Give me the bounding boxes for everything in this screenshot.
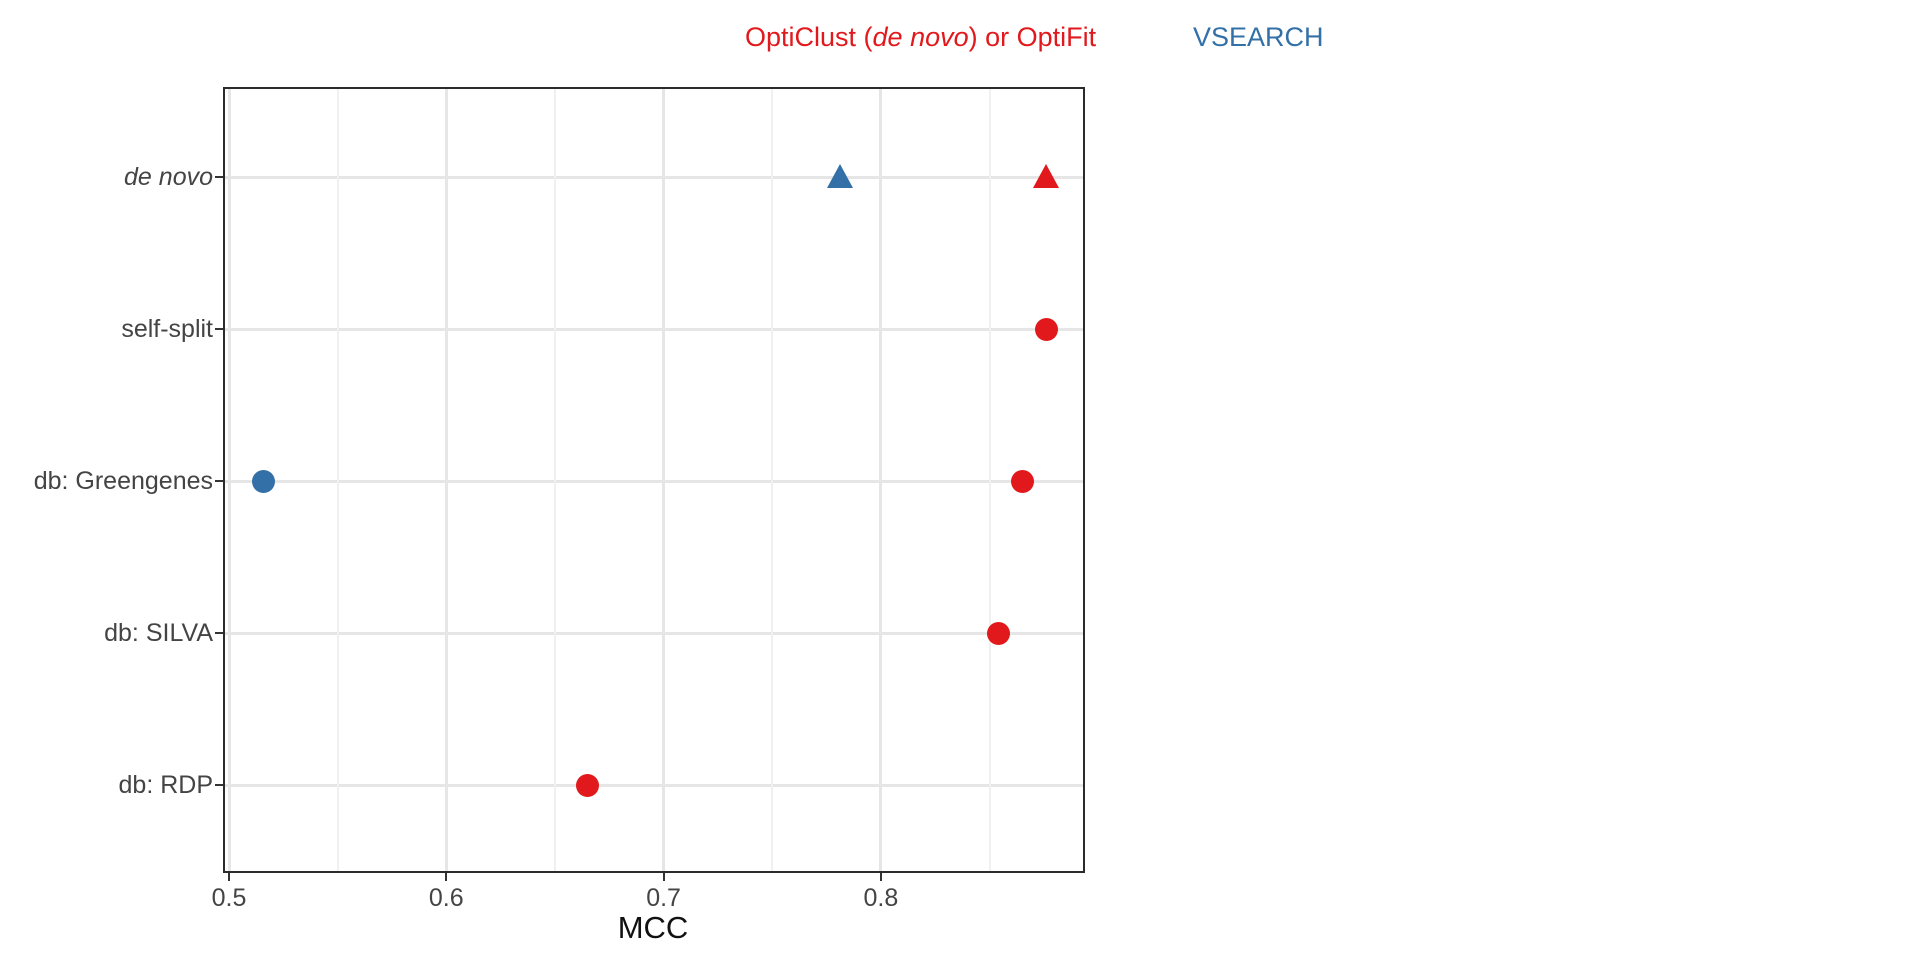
y-category-label: de novo: [124, 163, 213, 191]
y-category-label: db: RDP: [118, 771, 213, 799]
x-tick-mark: [879, 873, 882, 881]
data-point-circle: [1010, 469, 1034, 493]
y-tick-mark: [215, 784, 223, 786]
x-axis-title: MCC: [617, 910, 689, 945]
gridline-x-major: [444, 87, 448, 873]
data-point-circle: [1034, 317, 1058, 341]
gridline-row: [223, 479, 1085, 483]
legend-vsearch-label: VSEARCH: [1193, 22, 1324, 52]
legend-opticlust-label: OptiClust (de novo) or OptiFit: [745, 22, 1096, 53]
x-tick-label: 0.8: [863, 884, 899, 912]
legend-opticlust-italic: de novo: [872, 22, 969, 52]
y-category-label: db: SILVA: [104, 619, 213, 647]
x-tick-mark: [662, 873, 665, 881]
legend-opticlust-prefix: OptiClust (: [745, 22, 873, 52]
plot-panel: [223, 87, 1085, 873]
legend-opticlust-suffix: ) or OptiFit: [968, 22, 1097, 52]
gridline-x-minor: [771, 87, 774, 873]
x-tick-label: 0.6: [428, 884, 464, 912]
y-tick-mark: [215, 328, 223, 330]
gridline-row: [223, 175, 1085, 179]
y-category-label: db: Greengenes: [33, 467, 213, 495]
y-category-label: self-split: [121, 315, 213, 343]
data-point-triangle: [826, 163, 853, 188]
gridline-x-major: [879, 87, 883, 873]
x-tick-mark: [445, 873, 448, 881]
gridline-row: [223, 631, 1085, 635]
x-tick-label: 0.5: [211, 884, 247, 912]
gridline-x-major: [662, 87, 666, 873]
y-tick-mark: [215, 176, 223, 178]
data-point-triangle: [1033, 163, 1060, 188]
gridline-x-minor: [336, 87, 339, 873]
gridline-x-minor: [553, 87, 556, 873]
gridline-row: [223, 783, 1085, 787]
y-tick-mark: [215, 632, 223, 634]
data-point-circle: [576, 773, 600, 797]
x-tick-mark: [228, 873, 230, 881]
gridline-x-major: [227, 87, 231, 873]
y-tick-mark: [215, 480, 223, 482]
data-point-circle: [986, 621, 1010, 645]
gridline-x-minor: [988, 87, 991, 873]
x-tick-label: 0.7: [646, 884, 681, 912]
gridline-row: [223, 327, 1085, 331]
data-point-circle: [252, 469, 276, 493]
